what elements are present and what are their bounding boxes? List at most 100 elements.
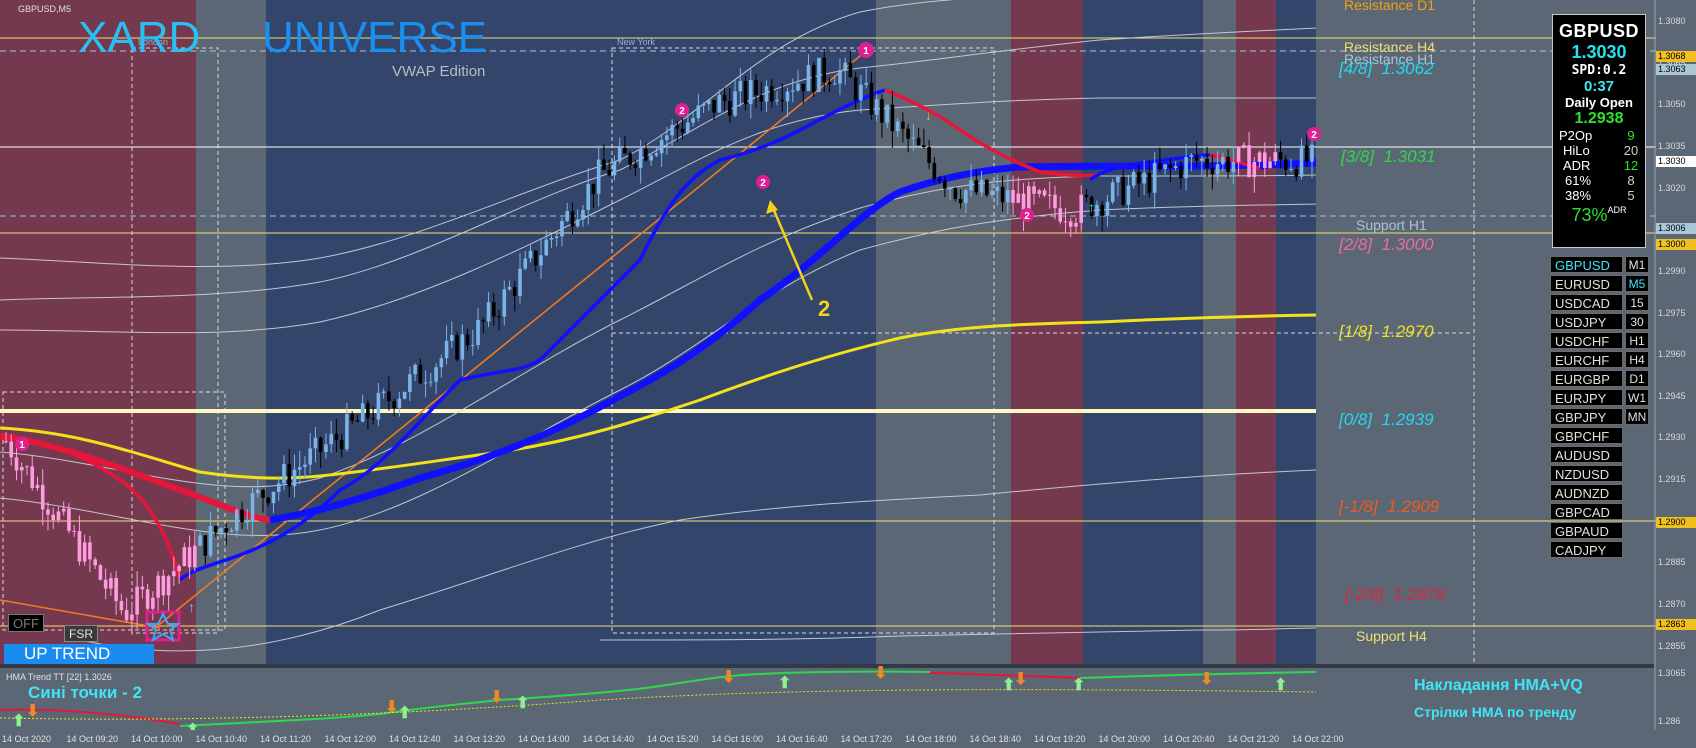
symbol-button-eurjpy[interactable]: EURJPY: [1550, 389, 1623, 406]
timeframe-button-m5[interactable]: M5: [1625, 275, 1649, 292]
candle-body: [549, 237, 554, 240]
symbol-button-gbpcad[interactable]: GBPCAD: [1550, 503, 1623, 520]
newyork-session-box: [611, 47, 995, 634]
symbol-button-gbpjpy[interactable]: GBPJPY: [1550, 408, 1623, 425]
symbol-button-eurchf[interactable]: EURCHF: [1550, 351, 1623, 368]
candle-body: [932, 162, 937, 179]
candle-body: [733, 91, 737, 116]
timeframe-button-m1[interactable]: M1: [1625, 256, 1649, 273]
candle-body: [1294, 169, 1299, 177]
candle-body: [1194, 155, 1199, 161]
band-lower-2: [0, 203, 1317, 536]
timeframe-button-30[interactable]: 30: [1625, 313, 1649, 330]
symbol-row: USDCAD 15: [1550, 294, 1650, 313]
candle-body: [156, 575, 160, 598]
candle-body: [455, 335, 459, 360]
candle-body: [1310, 144, 1314, 162]
subwindow-divider[interactable]: [0, 664, 1654, 668]
symbol-button-eurusd[interactable]: EURUSD: [1550, 275, 1623, 292]
candle-body: [927, 147, 931, 163]
candle-body: [1299, 145, 1304, 177]
cyan-arrow-icon: ↑: [1088, 199, 1095, 215]
candle-body: [460, 334, 465, 360]
symbol-button-usdcad[interactable]: USDCAD: [1550, 294, 1623, 311]
trend-badge: UP TREND: [4, 644, 154, 664]
candle-body: [213, 526, 218, 533]
candle-body: [423, 382, 428, 384]
timeframe-button-15[interactable]: 15: [1625, 294, 1649, 311]
symbol-button-cadjpy[interactable]: CADJPY: [1550, 541, 1623, 558]
timeframe-button-mn[interactable]: MN: [1625, 408, 1649, 425]
symbol-row: CADJPY: [1550, 541, 1650, 560]
candle-body: [187, 547, 192, 568]
annotation-arrow-label: 2: [818, 296, 830, 321]
candle-body: [680, 128, 685, 133]
symbol-button-usdjpy[interactable]: USDJPY: [1550, 313, 1623, 330]
candle-body: [1200, 158, 1204, 161]
octave-1-8-label: [1/8] 1.2970: [1338, 322, 1434, 341]
candle-body: [182, 547, 187, 567]
candle-body: [82, 542, 87, 562]
symbol-button-gbpchf[interactable]: GBPCHF: [1550, 427, 1623, 444]
octave-minus2-8-label: [-2/8] 1.2878: [1344, 585, 1446, 604]
off-button[interactable]: OFF: [8, 614, 44, 632]
signal-dot: [1307, 127, 1321, 141]
symbol-button-nzdusd[interactable]: NZDUSD: [1550, 465, 1623, 482]
signal-dot-label: 2: [679, 106, 685, 117]
candle-body: [1047, 194, 1052, 196]
symbol-button-eurgbp[interactable]: EURGBP: [1550, 370, 1623, 387]
candle-body: [19, 466, 24, 471]
candle-body: [565, 211, 570, 221]
info-spread: SPD:0.2: [1571, 63, 1627, 78]
stat-label: ADR: [1563, 158, 1591, 173]
candle-body: [234, 509, 239, 531]
candle-body: [1231, 161, 1236, 172]
candle-body: [282, 463, 286, 484]
candle-body: [240, 509, 244, 523]
timeframe-button-h1[interactable]: H1: [1625, 332, 1649, 349]
symbol-button-audusd[interactable]: AUDUSD: [1550, 446, 1623, 463]
candle-body: [72, 530, 76, 532]
green-up-arrow-icon: ⬆: [398, 705, 411, 722]
symbol-button-audnzd[interactable]: AUDNZD: [1550, 484, 1623, 501]
buy-star-icon: [145, 611, 181, 643]
candle-body: [754, 80, 758, 95]
candle-body: [67, 508, 71, 531]
symbol-button-gbpaud[interactable]: GBPAUD: [1550, 522, 1623, 539]
symbol-row: GBPCAD: [1550, 503, 1650, 522]
symbol-button-usdchf[interactable]: USDCHF: [1550, 332, 1623, 349]
candle-body: [764, 86, 769, 102]
signal-dot: [1020, 208, 1034, 222]
candle-body: [612, 161, 617, 176]
candle-body: [806, 65, 811, 92]
candle-body: [539, 255, 543, 266]
candle-body: [360, 403, 365, 422]
candle-body: [581, 209, 585, 220]
fsr-button[interactable]: FSR: [64, 625, 98, 642]
candle-body: [638, 148, 643, 168]
candle-body: [728, 101, 732, 116]
price-tick-label: 1.3080: [1658, 16, 1686, 27]
candle-body: [491, 302, 496, 317]
orange-arrow-icon: ↓: [925, 107, 932, 123]
hma-trend-red-line-left: [0, 708, 181, 725]
candle-body: [124, 610, 129, 621]
candle-body: [853, 77, 858, 101]
candle-body: [832, 83, 837, 85]
candle-body: [376, 392, 381, 420]
candle-body: [969, 180, 973, 191]
candle-body: [1158, 162, 1162, 170]
symbol-button-gbpusd[interactable]: GBPUSD: [1550, 256, 1623, 273]
timeframe-button-d1[interactable]: D1: [1625, 370, 1649, 387]
price-tick-label: 1.3065: [1658, 57, 1686, 68]
candle-body: [145, 589, 150, 609]
candle-body: [591, 183, 596, 194]
candle-body: [203, 535, 208, 556]
timeframe-button-w1[interactable]: W1: [1625, 389, 1649, 406]
candle-body: [93, 559, 97, 566]
candle-body: [691, 118, 695, 123]
timeframe-button-h4[interactable]: H4: [1625, 351, 1649, 368]
trend-line-left: [0, 599, 161, 629]
